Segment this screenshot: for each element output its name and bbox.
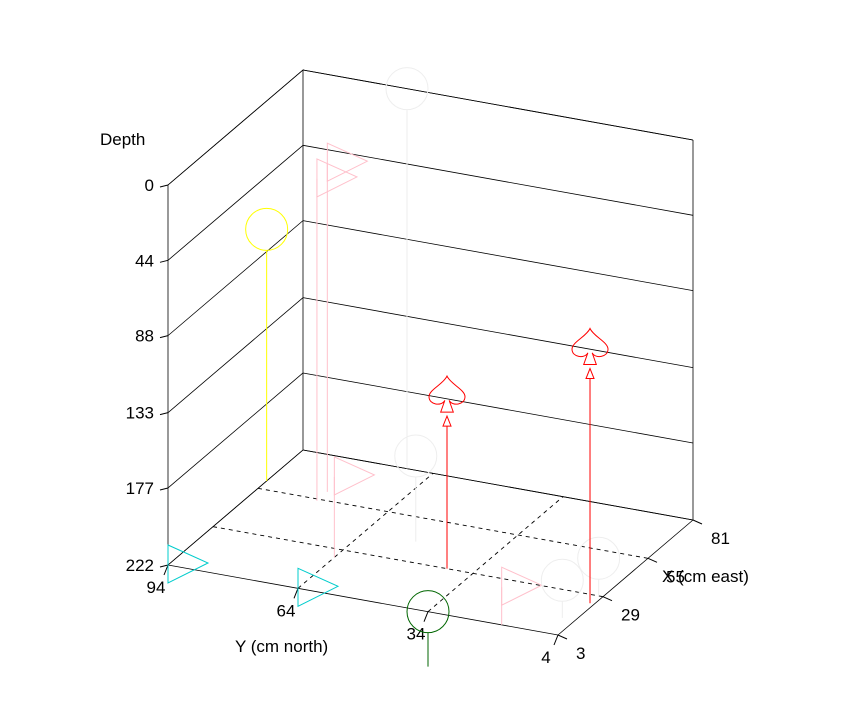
y-tick-label: 94 bbox=[147, 578, 166, 597]
depth-tick-label: 222 bbox=[126, 556, 154, 575]
data-point-triangle bbox=[316, 158, 359, 501]
y-axis-label: Y (cm north) bbox=[235, 637, 328, 656]
x-tick bbox=[602, 596, 613, 602]
data-point-triangle bbox=[167, 544, 210, 584]
depth-tick bbox=[159, 412, 169, 416]
x-tick-label: 29 bbox=[621, 606, 640, 625]
drop-arrowhead bbox=[585, 367, 595, 380]
triangle-marker bbox=[167, 544, 210, 584]
spade-marker bbox=[428, 374, 466, 413]
depth-gridline-left bbox=[167, 297, 304, 413]
x-tick-label: 3 bbox=[576, 644, 585, 663]
drop-arrowhead bbox=[442, 414, 452, 427]
depth-gridline-left bbox=[167, 220, 304, 336]
spade-marker bbox=[571, 327, 609, 366]
circle-marker bbox=[540, 558, 584, 602]
floor-gridline-y bbox=[297, 472, 434, 589]
data-point-spade bbox=[428, 374, 466, 569]
y-tick bbox=[293, 588, 299, 599]
data-point-circle bbox=[385, 67, 429, 469]
depth-tick-label: 0 bbox=[145, 176, 154, 195]
depth-tick bbox=[159, 184, 169, 188]
x-tick bbox=[647, 557, 658, 563]
y-tick-label: 34 bbox=[407, 625, 426, 644]
depth-gridline-right bbox=[302, 372, 694, 444]
y-tick-label: 64 bbox=[277, 601, 296, 620]
chart-walls: 0 44 88 133 177 222 bbox=[126, 69, 694, 575]
floor-gridline-y bbox=[427, 496, 564, 613]
x-front-edge bbox=[557, 519, 694, 636]
x-tick-label: 55 bbox=[666, 567, 685, 586]
triangle-marker bbox=[333, 456, 376, 496]
y-tick bbox=[163, 564, 169, 576]
x-tick bbox=[557, 634, 568, 640]
x-tick bbox=[692, 519, 703, 525]
depth-gridline-right bbox=[302, 449, 694, 521]
depth-tick-label: 133 bbox=[126, 404, 154, 423]
data-point-spade bbox=[571, 327, 609, 604]
depth-gridline-left bbox=[167, 145, 304, 261]
triangle-marker bbox=[326, 142, 369, 183]
depth-gridline-right bbox=[302, 220, 694, 292]
data-point-circle bbox=[540, 558, 584, 618]
circle-marker bbox=[577, 536, 621, 580]
triangle-marker bbox=[501, 566, 543, 607]
circle-marker bbox=[385, 67, 429, 111]
depth-tick bbox=[159, 335, 169, 339]
data-point-circle bbox=[577, 536, 621, 596]
depth-axis-label: Depth bbox=[100, 130, 145, 149]
depth-gridline-right bbox=[302, 69, 694, 141]
depth-tick-label: 44 bbox=[135, 251, 154, 270]
data-point-circle bbox=[394, 434, 438, 542]
depth-tick-label: 88 bbox=[135, 327, 154, 346]
depth-tick bbox=[159, 564, 169, 568]
floor-gridline-x bbox=[257, 487, 649, 559]
y-tick bbox=[423, 611, 429, 622]
data-point-circle bbox=[406, 590, 450, 667]
x-axis-label: X (cm east) bbox=[662, 567, 749, 586]
depth-gridline-left bbox=[167, 372, 304, 489]
data-point-triangle bbox=[297, 567, 340, 608]
y-tick-label: 4 bbox=[541, 648, 550, 667]
depth-gridline-left bbox=[167, 69, 304, 186]
depth-tick bbox=[159, 487, 169, 491]
triangle-marker bbox=[297, 567, 340, 608]
circle-marker bbox=[245, 207, 289, 251]
left-wall-frame bbox=[167, 69, 304, 566]
chart-floor: 94 64 34 4 3 29 55 81 bbox=[147, 472, 730, 667]
axis-labels: Depth Y (cm north) X (cm east) bbox=[100, 130, 749, 656]
depth-gridline-right bbox=[302, 297, 694, 369]
data-points bbox=[167, 67, 621, 667]
depth-tick-label: 177 bbox=[126, 479, 154, 498]
circle-marker bbox=[394, 434, 438, 478]
depth-gridline-left bbox=[167, 449, 304, 566]
data-point-triangle bbox=[326, 142, 369, 492]
y-axis-line bbox=[167, 564, 559, 636]
y-tick bbox=[553, 634, 559, 646]
x-tick-label: 81 bbox=[711, 529, 730, 548]
floor-gridline-x bbox=[212, 526, 604, 598]
data-point-circle bbox=[245, 207, 289, 481]
data-point-triangle bbox=[501, 566, 543, 625]
depth-gridline-right bbox=[302, 144, 694, 216]
data-point-triangle bbox=[333, 456, 376, 558]
depth-tick bbox=[159, 259, 169, 263]
circle-marker bbox=[406, 590, 450, 634]
triangle-marker bbox=[316, 158, 359, 198]
